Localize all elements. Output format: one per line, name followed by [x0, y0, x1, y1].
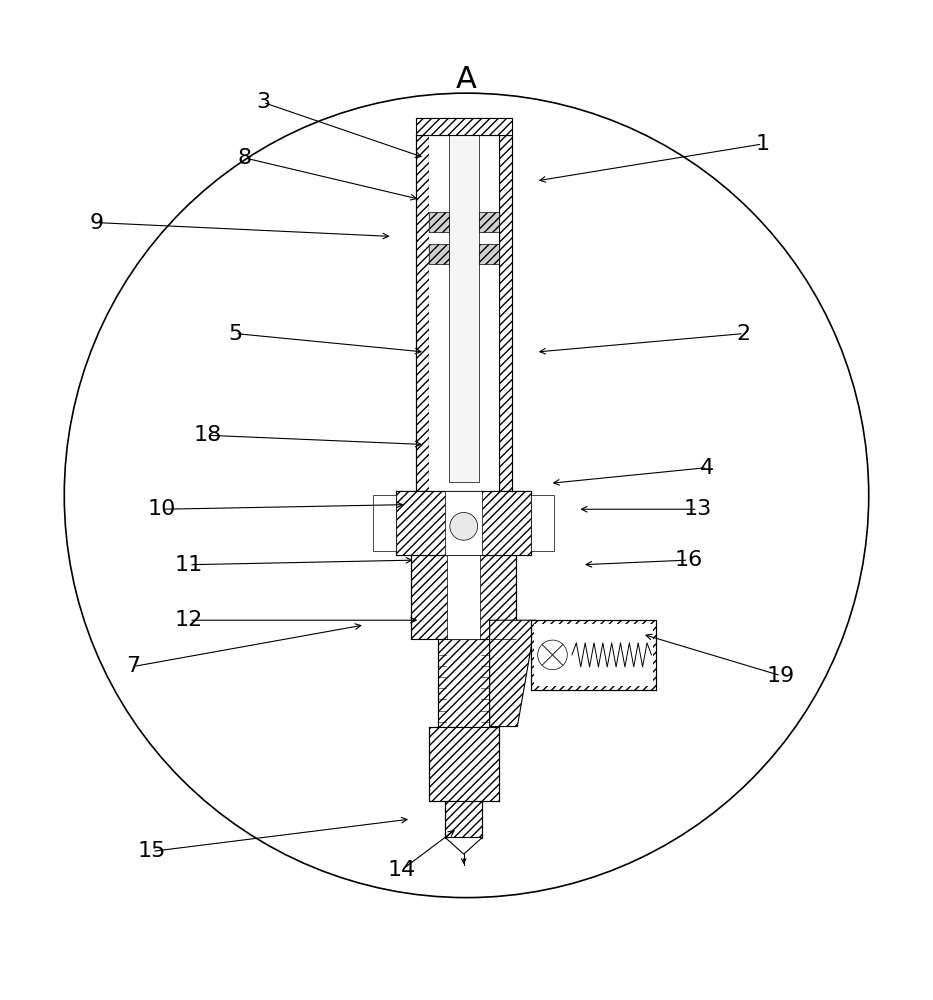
Bar: [415, 135, 428, 491]
Bar: [531, 495, 554, 551]
Bar: [411, 555, 517, 639]
Text: A: A: [456, 65, 477, 94]
Bar: [428, 727, 499, 801]
Text: 19: 19: [767, 666, 795, 686]
Text: 10: 10: [147, 499, 175, 519]
Bar: [447, 555, 480, 639]
Text: 2: 2: [737, 324, 751, 344]
Text: 15: 15: [138, 841, 166, 861]
Text: 5: 5: [229, 324, 243, 344]
Bar: [479, 212, 499, 232]
Bar: [415, 118, 512, 135]
Bar: [534, 624, 653, 686]
Bar: [373, 495, 397, 551]
Polygon shape: [445, 838, 482, 854]
Bar: [479, 244, 499, 264]
Text: 9: 9: [90, 213, 104, 233]
Bar: [428, 212, 449, 232]
Bar: [397, 491, 531, 555]
Text: 7: 7: [127, 656, 141, 676]
Text: 11: 11: [175, 555, 203, 575]
Text: 18: 18: [193, 425, 222, 445]
Bar: [449, 135, 479, 482]
Text: 4: 4: [700, 458, 714, 478]
Text: 16: 16: [675, 550, 703, 570]
Bar: [499, 135, 512, 491]
Bar: [445, 801, 482, 838]
Polygon shape: [490, 620, 536, 727]
Bar: [445, 491, 482, 555]
Text: 1: 1: [756, 134, 770, 154]
Circle shape: [64, 93, 869, 898]
Text: 13: 13: [684, 499, 712, 519]
Circle shape: [537, 640, 567, 670]
Circle shape: [450, 512, 478, 540]
Bar: [438, 639, 490, 727]
Text: 12: 12: [175, 610, 203, 630]
Bar: [428, 244, 449, 264]
Text: 3: 3: [256, 92, 271, 112]
Text: 8: 8: [238, 148, 252, 168]
Bar: [531, 620, 656, 690]
Text: 14: 14: [387, 860, 416, 880]
Bar: [428, 135, 499, 491]
